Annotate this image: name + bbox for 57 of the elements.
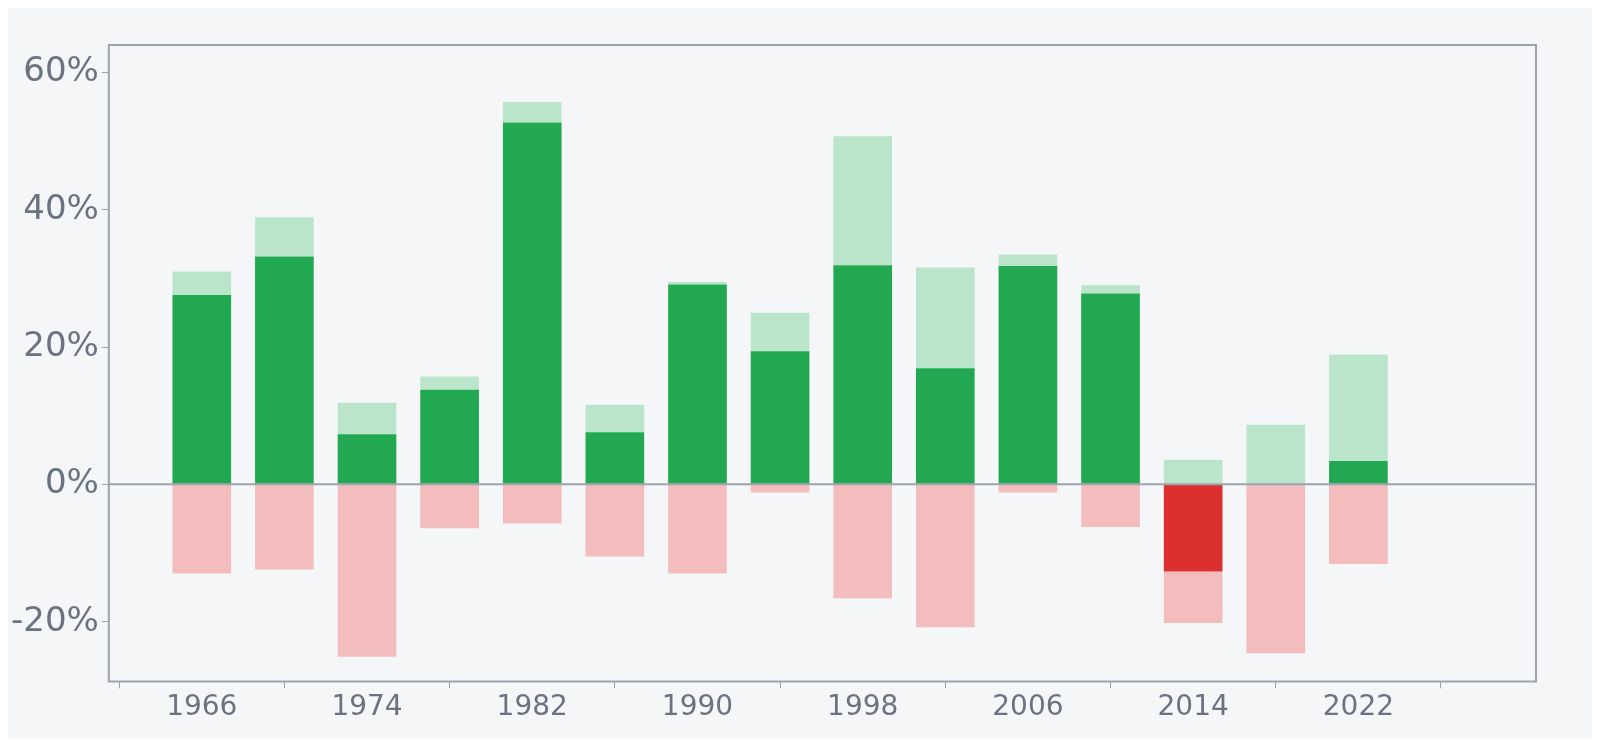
bar xyxy=(585,484,645,557)
bar xyxy=(1081,484,1140,527)
bar xyxy=(420,389,479,484)
bar xyxy=(998,266,1058,484)
bar xyxy=(833,265,893,484)
y-tick-label: -20% xyxy=(11,598,99,639)
x-tick-label: 2006 xyxy=(992,689,1064,723)
bar xyxy=(420,484,479,529)
bar xyxy=(420,376,479,390)
bar xyxy=(833,136,893,266)
bar xyxy=(915,267,975,369)
bar xyxy=(1329,484,1388,565)
bar xyxy=(998,254,1058,267)
bar xyxy=(337,434,397,484)
y-tick-label: 0% xyxy=(44,461,99,502)
bar xyxy=(255,256,314,484)
bar xyxy=(668,284,727,484)
bar xyxy=(1246,484,1306,654)
bar xyxy=(915,484,975,628)
bar xyxy=(1163,459,1223,484)
bar xyxy=(1163,484,1223,572)
bar xyxy=(1081,293,1140,484)
y-tick-label: 40% xyxy=(23,186,99,227)
bar xyxy=(502,122,562,484)
bar xyxy=(172,271,232,295)
bar xyxy=(172,294,232,484)
bar xyxy=(502,101,562,123)
y-tick-label: 60% xyxy=(23,49,99,90)
bar xyxy=(750,312,810,352)
bar xyxy=(915,368,975,484)
bar xyxy=(172,484,232,574)
bar xyxy=(1081,285,1140,294)
bar xyxy=(255,484,314,570)
bar xyxy=(750,351,810,484)
bar xyxy=(585,404,645,433)
bar xyxy=(585,432,645,484)
bar xyxy=(1329,354,1388,462)
bar xyxy=(502,484,562,524)
x-tick-label: 2022 xyxy=(1322,689,1395,723)
bar xyxy=(668,281,727,285)
bar xyxy=(337,402,397,435)
bar xyxy=(255,217,314,257)
x-tick-label: 1982 xyxy=(496,689,568,723)
bar xyxy=(668,484,727,574)
bar xyxy=(833,484,893,599)
x-tick-label: 1966 xyxy=(166,689,238,723)
bar xyxy=(998,484,1058,493)
y-tick-label: 20% xyxy=(23,323,99,364)
bar xyxy=(1163,571,1223,624)
bar xyxy=(1329,461,1388,484)
bar xyxy=(337,484,397,657)
bar xyxy=(1246,424,1306,484)
x-tick-label: 1998 xyxy=(827,689,899,723)
x-tick-label: 1990 xyxy=(661,689,734,723)
x-tick-label: 1974 xyxy=(331,689,403,723)
bar xyxy=(750,484,810,493)
x-tick-label: 2014 xyxy=(1157,689,1229,723)
